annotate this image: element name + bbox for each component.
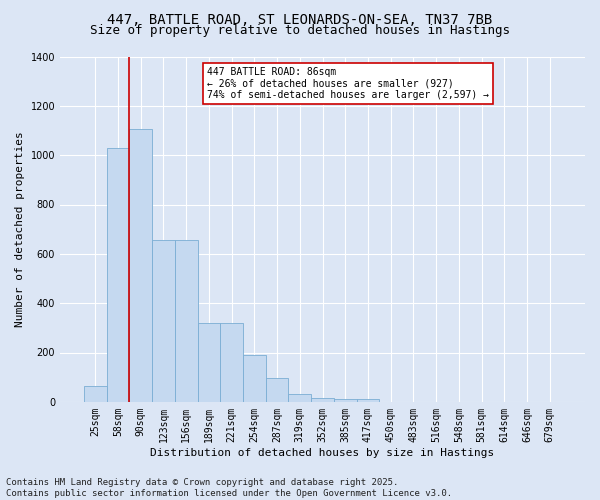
Bar [130, 130, 152, 402]
Text: 447, BATTLE ROAD, ST LEONARDS-ON-SEA, TN37 7BB: 447, BATTLE ROAD, ST LEONARDS-ON-SEA, TN… [107, 12, 493, 26]
Bar [243, 355, 266, 402]
Bar [266, 378, 289, 402]
Y-axis label: Number of detached properties: Number of detached properties [15, 132, 25, 327]
Bar [289, 394, 311, 402]
X-axis label: Distribution of detached houses by size in Hastings: Distribution of detached houses by size … [151, 448, 494, 458]
Bar [311, 398, 334, 402]
Bar [220, 323, 243, 402]
Bar [175, 240, 197, 402]
Bar [334, 399, 356, 402]
Bar [152, 240, 175, 402]
Text: Contains HM Land Registry data © Crown copyright and database right 2025.
Contai: Contains HM Land Registry data © Crown c… [6, 478, 452, 498]
Text: Size of property relative to detached houses in Hastings: Size of property relative to detached ho… [90, 24, 510, 37]
Text: 447 BATTLE ROAD: 86sqm
← 26% of detached houses are smaller (927)
74% of semi-de: 447 BATTLE ROAD: 86sqm ← 26% of detached… [207, 67, 489, 100]
Bar [84, 386, 107, 402]
Bar [197, 323, 220, 402]
Bar [107, 148, 130, 402]
Bar [356, 400, 379, 402]
